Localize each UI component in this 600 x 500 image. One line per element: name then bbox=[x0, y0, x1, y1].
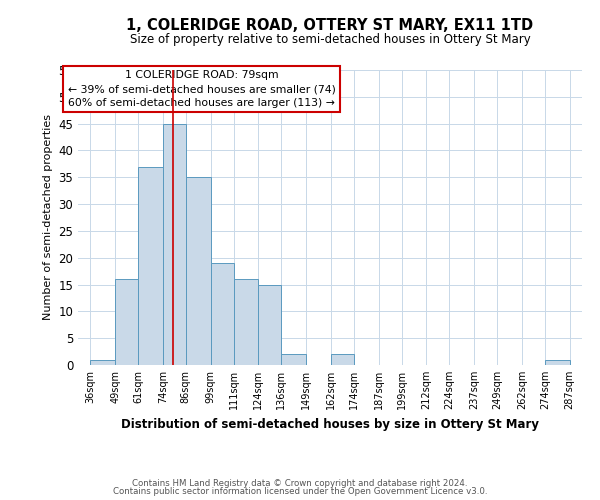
Bar bbox=[115, 279, 138, 365]
Bar bbox=[233, 279, 259, 365]
Bar bbox=[259, 284, 281, 365]
Bar bbox=[211, 263, 233, 365]
Bar bbox=[91, 360, 115, 365]
X-axis label: Distribution of semi-detached houses by size in Ottery St Mary: Distribution of semi-detached houses by … bbox=[121, 418, 539, 430]
Bar bbox=[545, 360, 569, 365]
Text: 1, COLERIDGE ROAD, OTTERY ST MARY, EX11 1TD: 1, COLERIDGE ROAD, OTTERY ST MARY, EX11 … bbox=[127, 18, 533, 32]
Bar bbox=[331, 354, 354, 365]
Y-axis label: Number of semi-detached properties: Number of semi-detached properties bbox=[43, 114, 53, 320]
Bar bbox=[281, 354, 306, 365]
Bar bbox=[163, 124, 186, 365]
Bar bbox=[138, 166, 163, 365]
Text: Contains HM Land Registry data © Crown copyright and database right 2024.: Contains HM Land Registry data © Crown c… bbox=[132, 478, 468, 488]
Text: Contains public sector information licensed under the Open Government Licence v3: Contains public sector information licen… bbox=[113, 487, 487, 496]
Text: 1 COLERIDGE ROAD: 79sqm
← 39% of semi-detached houses are smaller (74)
60% of se: 1 COLERIDGE ROAD: 79sqm ← 39% of semi-de… bbox=[68, 70, 335, 108]
Bar bbox=[186, 178, 211, 365]
Text: Size of property relative to semi-detached houses in Ottery St Mary: Size of property relative to semi-detach… bbox=[130, 32, 530, 46]
